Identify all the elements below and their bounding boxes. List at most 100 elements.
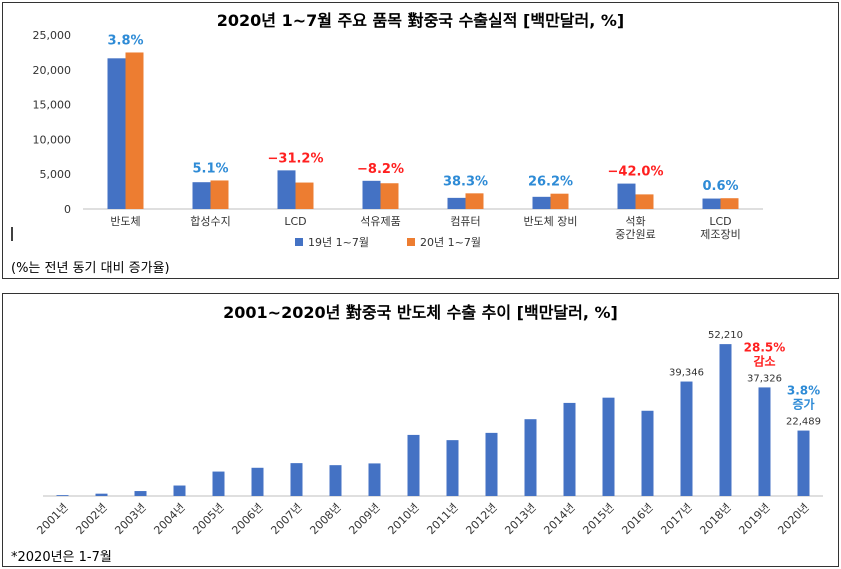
- bar-2020: [295, 182, 314, 209]
- year-label: 2019년: [736, 501, 772, 537]
- bar-year: [173, 485, 186, 496]
- y-tick-label: 20,000: [33, 64, 72, 77]
- change-annotation: 28.5%: [744, 340, 786, 354]
- year-label: 2001년: [34, 501, 70, 537]
- change-annotation: 증가: [792, 397, 814, 412]
- bar-2019: [277, 170, 296, 209]
- y-tick-label: 5,000: [40, 168, 72, 181]
- year-label: 2017년: [658, 501, 694, 537]
- bar-2019: [107, 58, 126, 209]
- bar-2020: [720, 198, 739, 209]
- change-annotation: 3.8%: [787, 384, 820, 398]
- legend-label: 19년 1~7월: [308, 236, 369, 249]
- year-label: 2018년: [697, 501, 733, 537]
- category-label: 석화: [625, 215, 645, 228]
- data-label: 22,489: [786, 417, 821, 428]
- bar-year: [446, 440, 459, 496]
- bar-2020: [210, 180, 229, 209]
- legend-label: 20년 1~7월: [420, 236, 481, 249]
- chart-panel-top: 2020년 1~7월 주요 품목 對중국 수출실적 [백만달러, %] 0 5,0…: [2, 2, 839, 279]
- bar-year: [290, 463, 303, 496]
- data-label: 52,210: [708, 330, 743, 341]
- category-label: 합성수지: [190, 215, 230, 228]
- bar-2019: [702, 198, 721, 209]
- bar-year: [329, 465, 342, 496]
- bar-year: [524, 419, 537, 496]
- category-label: 컴퓨터: [450, 215, 480, 228]
- change-annotation: 감소: [753, 353, 775, 368]
- bar-year: [758, 387, 771, 496]
- category-label: LCD: [284, 215, 306, 228]
- bar-2020: [125, 52, 144, 209]
- year-label: 2014년: [541, 501, 577, 537]
- bar-year: [680, 381, 693, 496]
- bar-2020: [380, 183, 399, 209]
- legend-swatch: [407, 238, 415, 246]
- year-label: 2012년: [463, 501, 499, 537]
- year-label: 2002년: [73, 501, 109, 537]
- chart-note-top: (%는 전년 동기 대비 증가율): [11, 261, 170, 276]
- year-label: 2006년: [229, 501, 265, 537]
- bar-year: [407, 434, 420, 496]
- bar-year: [719, 344, 732, 496]
- bar-2020: [635, 194, 654, 209]
- year-label: 2009년: [346, 501, 382, 537]
- bar-2019: [532, 196, 551, 209]
- growth-annotation: 0.6%: [702, 179, 738, 194]
- data-label: 39,346: [669, 368, 704, 379]
- bar-2019: [447, 197, 466, 209]
- year-label: 2010년: [385, 501, 421, 537]
- data-label: 37,326: [747, 373, 782, 384]
- year-label: 2007년: [268, 501, 304, 537]
- bar-year: [602, 397, 615, 496]
- year-label: 2020년: [775, 501, 811, 537]
- growth-annotation: 38.3%: [443, 174, 488, 189]
- category-label: 석유제품: [360, 215, 400, 228]
- bar-year: [95, 493, 108, 496]
- chart-bottom: 2001년 2002년 2003년 2004년 2005년 2006년 2007년 2008년…: [34, 330, 823, 537]
- category-label: 반도체 장비: [523, 215, 577, 228]
- growth-annotation: 5.1%: [192, 161, 228, 176]
- bar-year: [485, 432, 498, 496]
- category-label: 제조장비: [700, 228, 740, 241]
- growth-annotation: 26.2%: [528, 175, 573, 190]
- bar-year: [797, 430, 810, 496]
- growth-annotation: 3.8%: [107, 33, 143, 48]
- growth-annotation: −31.2%: [268, 151, 324, 166]
- category-label: 반도체: [110, 215, 140, 228]
- bar-year: [212, 471, 225, 496]
- year-label: 2008년: [307, 501, 343, 537]
- bar-year: [641, 410, 654, 496]
- year-label: 2004년: [151, 501, 187, 537]
- chart-top: 0 5,000 10,000 15,000 20,000 25,000 반도체 3.8% 합성수…: [11, 29, 763, 249]
- chart-title-bottom: 2001~2020년 對중국 반도체 수출 추이 [백만달러, %]: [223, 303, 618, 322]
- bar-year: [134, 491, 147, 496]
- chart-title-top: 2020년 1~7월 주요 품목 對중국 수출실적 [백만달러, %]: [216, 11, 625, 30]
- bar-2019: [617, 183, 636, 209]
- y-tick-label: 0: [64, 203, 71, 216]
- bar-2020: [550, 193, 569, 209]
- year-label: 2005년: [190, 501, 226, 537]
- growth-annotation: −42.0%: [608, 165, 664, 180]
- growth-annotation: −8.2%: [357, 162, 404, 177]
- y-tick-label: 10,000: [33, 133, 72, 146]
- year-label: 2003년: [112, 501, 148, 537]
- bar-year: [56, 495, 69, 496]
- y-tick-label: 15,000: [33, 99, 72, 112]
- bar-year: [563, 402, 576, 496]
- chart-note-bottom: *2020년은 1-7월: [11, 550, 112, 565]
- bar-year: [368, 463, 381, 496]
- bar-year: [251, 467, 264, 496]
- category-label: 중간원료: [615, 228, 655, 241]
- category-label: LCD: [709, 215, 731, 228]
- year-label: 2015년: [580, 501, 616, 537]
- year-label: 2016년: [619, 501, 655, 537]
- bar-2019: [362, 180, 381, 209]
- chart-panel-bottom: 2001~2020년 對중국 반도체 수출 추이 [백만달러, %] 2001년…: [2, 293, 839, 567]
- legend-swatch: [295, 238, 303, 246]
- bar-2020: [465, 193, 484, 209]
- y-tick-label: 25,000: [33, 29, 72, 42]
- year-label: 2011년: [424, 501, 460, 537]
- bar-2019: [192, 182, 211, 209]
- year-label: 2013년: [502, 501, 538, 537]
